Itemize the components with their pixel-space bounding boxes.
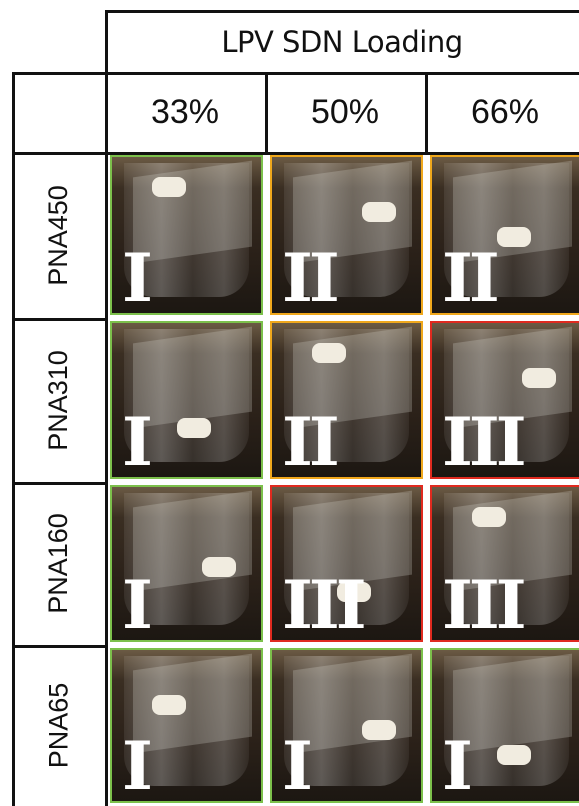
- row-header: PNA450: [12, 152, 105, 318]
- row-label: PNA65: [43, 682, 73, 769]
- sample-photo: I: [110, 155, 263, 315]
- sample: [312, 343, 346, 363]
- grade-label: II: [282, 239, 340, 315]
- grade-label: I: [122, 727, 153, 803]
- column-header: 50%: [310, 92, 380, 131]
- row-label: PNA310: [43, 349, 74, 451]
- sample: [472, 507, 506, 527]
- vial: [283, 163, 410, 298]
- sample: [497, 227, 531, 247]
- grade-label: I: [122, 239, 153, 315]
- film: [132, 490, 253, 592]
- sample: [522, 368, 556, 388]
- grade-label: II: [442, 239, 500, 315]
- grid-line: [12, 72, 579, 75]
- sample: [497, 745, 531, 765]
- sample-photo: II: [270, 155, 423, 315]
- vial: [283, 329, 410, 462]
- table-header: LPV SDN Loading: [221, 25, 463, 59]
- row-header: PNA65: [12, 645, 105, 806]
- grade-label: III: [442, 566, 527, 642]
- grade-label: I: [442, 727, 473, 803]
- sample-photo: I: [430, 648, 579, 803]
- sample-photo: II: [430, 155, 579, 315]
- sample-photo: I: [110, 485, 263, 642]
- grade-label: III: [282, 566, 367, 642]
- row-header: PNA310: [12, 318, 105, 482]
- sample: [177, 418, 211, 438]
- grade-label: I: [122, 403, 153, 479]
- film: [292, 653, 413, 754]
- vial: [123, 163, 250, 298]
- row-label: PNA450: [43, 184, 74, 286]
- grade-label: I: [282, 727, 313, 803]
- grid-line: [425, 72, 428, 152]
- grid-line: [12, 645, 105, 648]
- column-header: 33%: [150, 92, 220, 131]
- grade-label: I: [122, 566, 153, 642]
- vial: [443, 329, 570, 462]
- sample-photo: III: [270, 485, 423, 642]
- sample-photo: I: [270, 648, 423, 803]
- film: [452, 653, 573, 754]
- grade-label: II: [282, 403, 340, 479]
- grid-line: [265, 72, 268, 152]
- vial: [123, 656, 250, 786]
- sample-photo: I: [110, 321, 263, 479]
- grid-line: [12, 318, 105, 321]
- grade-label: III: [442, 403, 527, 479]
- vial: [123, 329, 250, 462]
- sample-photo: I: [110, 648, 263, 803]
- row-header: PNA160: [12, 482, 105, 645]
- film: [132, 161, 253, 264]
- sample: [362, 720, 396, 740]
- film: [132, 326, 253, 429]
- sample-photo: II: [270, 321, 423, 479]
- vial: [443, 493, 570, 625]
- sample: [152, 177, 186, 197]
- sample: [152, 695, 186, 715]
- column-header: 66%: [470, 92, 540, 131]
- film: [132, 653, 253, 754]
- sample: [202, 557, 236, 577]
- sample-photo: III: [430, 485, 579, 642]
- grid-line: [12, 72, 15, 806]
- sample: [337, 582, 371, 602]
- row-label: PNA160: [43, 513, 74, 614]
- sample-photo: III: [430, 321, 579, 479]
- grid-line: [105, 10, 579, 13]
- vial: [283, 493, 410, 625]
- sample: [362, 202, 396, 222]
- grid-line: [105, 10, 108, 806]
- grid-line: [12, 152, 579, 155]
- grid-line: [12, 482, 105, 485]
